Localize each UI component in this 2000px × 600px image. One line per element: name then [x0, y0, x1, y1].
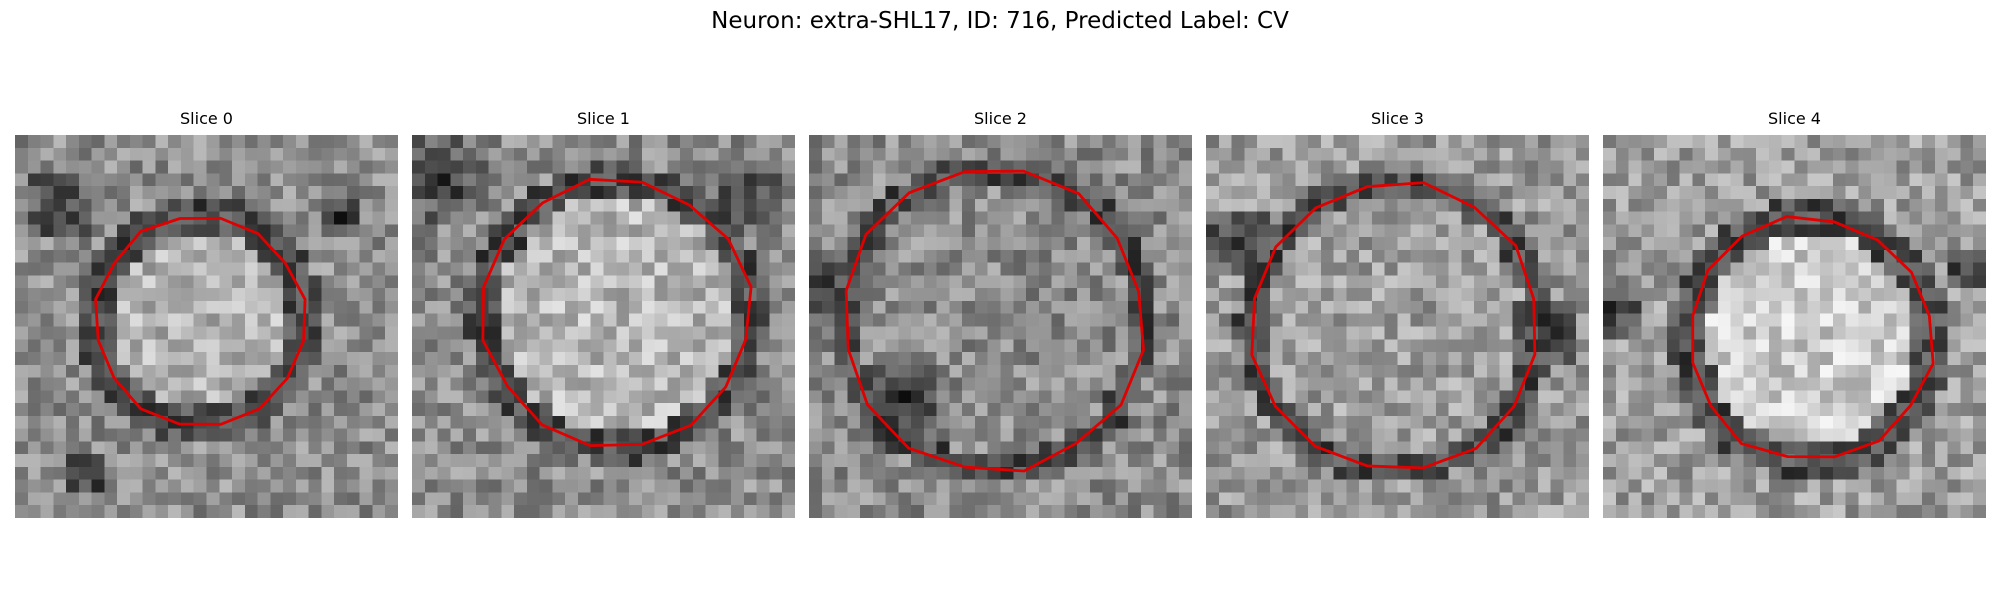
cell-contour: [481, 177, 753, 448]
slice-title-2: Slice 2: [974, 109, 1027, 128]
slice-panel-2: Slice 2: [809, 109, 1192, 518]
cell-contour: [1250, 181, 1537, 470]
slice-title-3: Slice 3: [1371, 109, 1424, 128]
cell-contour: [94, 216, 307, 426]
slice-panel-4: Slice 4: [1603, 109, 1986, 518]
slice-title-4: Slice 4: [1768, 109, 1821, 128]
slice-image-1: [412, 135, 795, 518]
cell-contour: [844, 169, 1145, 473]
slice-panel-3: Slice 3: [1206, 109, 1589, 518]
cell-contour: [1691, 215, 1935, 459]
figure-title: Neuron: extra-SHL17, ID: 716, Predicted …: [711, 8, 1289, 34]
slice-image-3: [1206, 135, 1589, 518]
slice-image-2: [809, 135, 1192, 518]
slice-panel-1: Slice 1: [412, 109, 795, 518]
slice-panel-0: Slice 0: [15, 109, 398, 518]
slice-image-4: [1603, 135, 1986, 518]
slice-title-1: Slice 1: [577, 109, 630, 128]
slice-image-0: [15, 135, 398, 518]
slice-title-0: Slice 0: [180, 109, 233, 128]
